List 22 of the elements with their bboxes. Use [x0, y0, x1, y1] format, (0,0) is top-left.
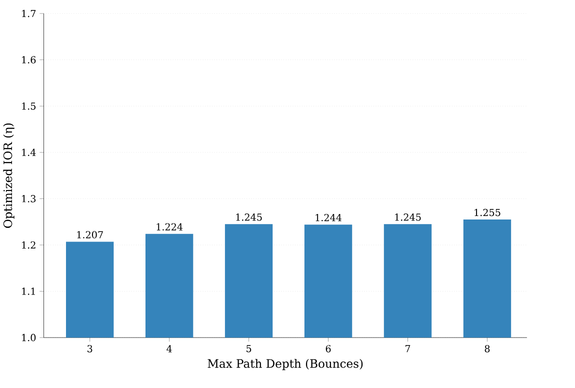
- y-tick-label: 1.1: [22, 288, 35, 296]
- data-label: 1.224: [156, 223, 183, 231]
- y-tick-label: 1.4: [22, 148, 36, 156]
- x-tick-label: 8: [484, 345, 490, 352]
- y-tick-label: 1.2: [22, 241, 36, 249]
- data-label: 1.255: [474, 208, 500, 216]
- data-label: 1.245: [236, 214, 262, 221]
- x-tick-label: 6: [326, 345, 331, 352]
- data-label: 1.244: [316, 214, 342, 222]
- y-axis-title: Optimized IOR (η): [3, 124, 14, 228]
- x-axis-title: Max Path Depth (Bounces): [208, 359, 363, 370]
- x-tick-label: 7: [406, 345, 410, 352]
- y-tick-label: 1.5: [22, 102, 36, 110]
- x-tick-label: 5: [246, 345, 252, 352]
- x-tick-label: 4: [166, 345, 172, 352]
- y-tick-label: 1.0: [22, 334, 36, 342]
- data-label: 1.245: [395, 214, 421, 221]
- y-tick-label: 1.7: [22, 10, 36, 18]
- y-tick-label: 1.6: [22, 56, 36, 64]
- data-label: 1.207: [77, 231, 103, 238]
- y-tick-label: 1.3: [22, 195, 36, 202]
- x-tick-label: 3: [88, 345, 92, 352]
